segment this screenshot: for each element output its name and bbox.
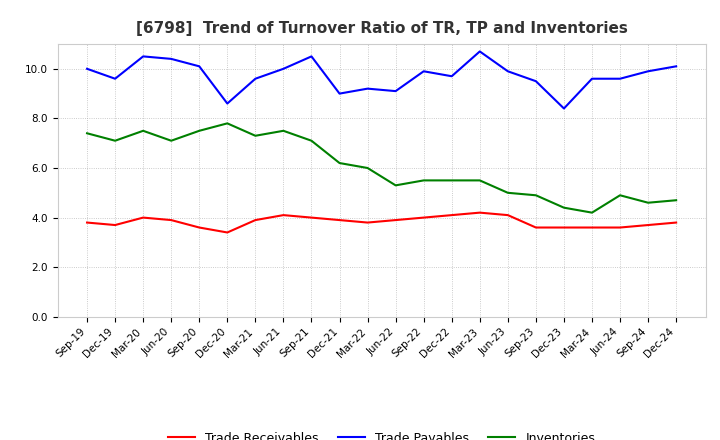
Trade Payables: [475, 49, 484, 54]
Inventories: [139, 128, 148, 133]
Trade Receivables: [616, 225, 624, 230]
Trade Receivables: [672, 220, 680, 225]
Inventories: [391, 183, 400, 188]
Title: [6798]  Trend of Turnover Ratio of TR, TP and Inventories: [6798] Trend of Turnover Ratio of TR, TP…: [135, 21, 628, 36]
Inventories: [251, 133, 260, 139]
Trade Payables: [447, 73, 456, 79]
Trade Receivables: [83, 220, 91, 225]
Trade Receivables: [588, 225, 596, 230]
Inventories: [279, 128, 288, 133]
Inventories: [531, 193, 540, 198]
Trade Receivables: [251, 217, 260, 223]
Trade Payables: [167, 56, 176, 62]
Trade Receivables: [503, 213, 512, 218]
Line: Trade Payables: Trade Payables: [87, 51, 676, 109]
Inventories: [336, 161, 344, 166]
Inventories: [588, 210, 596, 215]
Trade Receivables: [447, 213, 456, 218]
Inventories: [419, 178, 428, 183]
Trade Receivables: [279, 213, 288, 218]
Inventories: [616, 193, 624, 198]
Trade Receivables: [167, 217, 176, 223]
Inventories: [644, 200, 652, 205]
Trade Receivables: [644, 222, 652, 227]
Inventories: [307, 138, 316, 143]
Trade Receivables: [111, 222, 120, 227]
Trade Payables: [644, 69, 652, 74]
Trade Receivables: [391, 217, 400, 223]
Trade Payables: [279, 66, 288, 71]
Trade Payables: [307, 54, 316, 59]
Trade Payables: [111, 76, 120, 81]
Trade Receivables: [419, 215, 428, 220]
Trade Receivables: [139, 215, 148, 220]
Inventories: [559, 205, 568, 210]
Trade Payables: [391, 88, 400, 94]
Trade Payables: [616, 76, 624, 81]
Legend: Trade Receivables, Trade Payables, Inventories: Trade Receivables, Trade Payables, Inven…: [163, 427, 600, 440]
Inventories: [83, 131, 91, 136]
Trade Payables: [364, 86, 372, 91]
Trade Receivables: [336, 217, 344, 223]
Trade Receivables: [223, 230, 232, 235]
Inventories: [475, 178, 484, 183]
Trade Payables: [83, 66, 91, 71]
Trade Payables: [672, 64, 680, 69]
Trade Payables: [336, 91, 344, 96]
Inventories: [364, 165, 372, 171]
Trade Payables: [503, 69, 512, 74]
Inventories: [111, 138, 120, 143]
Trade Payables: [251, 76, 260, 81]
Line: Inventories: Inventories: [87, 123, 676, 213]
Trade Payables: [588, 76, 596, 81]
Inventories: [503, 190, 512, 195]
Trade Payables: [419, 69, 428, 74]
Inventories: [672, 198, 680, 203]
Trade Receivables: [307, 215, 316, 220]
Trade Receivables: [195, 225, 204, 230]
Trade Receivables: [364, 220, 372, 225]
Trade Payables: [195, 64, 204, 69]
Trade Payables: [139, 54, 148, 59]
Inventories: [195, 128, 204, 133]
Inventories: [167, 138, 176, 143]
Trade Receivables: [475, 210, 484, 215]
Line: Trade Receivables: Trade Receivables: [87, 213, 676, 232]
Trade Receivables: [559, 225, 568, 230]
Trade Receivables: [531, 225, 540, 230]
Inventories: [223, 121, 232, 126]
Trade Payables: [531, 79, 540, 84]
Trade Payables: [559, 106, 568, 111]
Trade Payables: [223, 101, 232, 106]
Inventories: [447, 178, 456, 183]
